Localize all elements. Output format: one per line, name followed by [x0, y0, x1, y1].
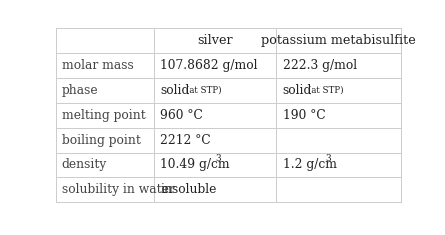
- Text: molar mass: molar mass: [62, 59, 134, 72]
- Text: 190 °C: 190 °C: [283, 109, 325, 121]
- Text: (at STP): (at STP): [186, 86, 221, 94]
- Text: melting point: melting point: [62, 109, 146, 121]
- Text: 10.49 g/cm: 10.49 g/cm: [160, 158, 230, 172]
- Text: potassium metabisulfite: potassium metabisulfite: [261, 34, 416, 47]
- Text: 2212 °C: 2212 °C: [160, 133, 211, 147]
- Text: solid: solid: [160, 84, 190, 97]
- Text: 3: 3: [215, 153, 221, 163]
- Text: 222.3 g/mol: 222.3 g/mol: [283, 59, 357, 72]
- Text: solubility in water: solubility in water: [62, 184, 174, 196]
- Text: density: density: [62, 158, 107, 172]
- Text: 1.2 g/cm: 1.2 g/cm: [283, 158, 336, 172]
- Text: silver: silver: [197, 34, 233, 47]
- Text: phase: phase: [62, 84, 98, 97]
- Text: (at STP): (at STP): [308, 86, 344, 94]
- Text: 960 °C: 960 °C: [160, 109, 203, 121]
- Text: insoluble: insoluble: [160, 184, 217, 196]
- Text: solid: solid: [283, 84, 312, 97]
- Text: 3: 3: [326, 153, 332, 163]
- Text: boiling point: boiling point: [62, 133, 141, 147]
- Text: 107.8682 g/mol: 107.8682 g/mol: [160, 59, 258, 72]
